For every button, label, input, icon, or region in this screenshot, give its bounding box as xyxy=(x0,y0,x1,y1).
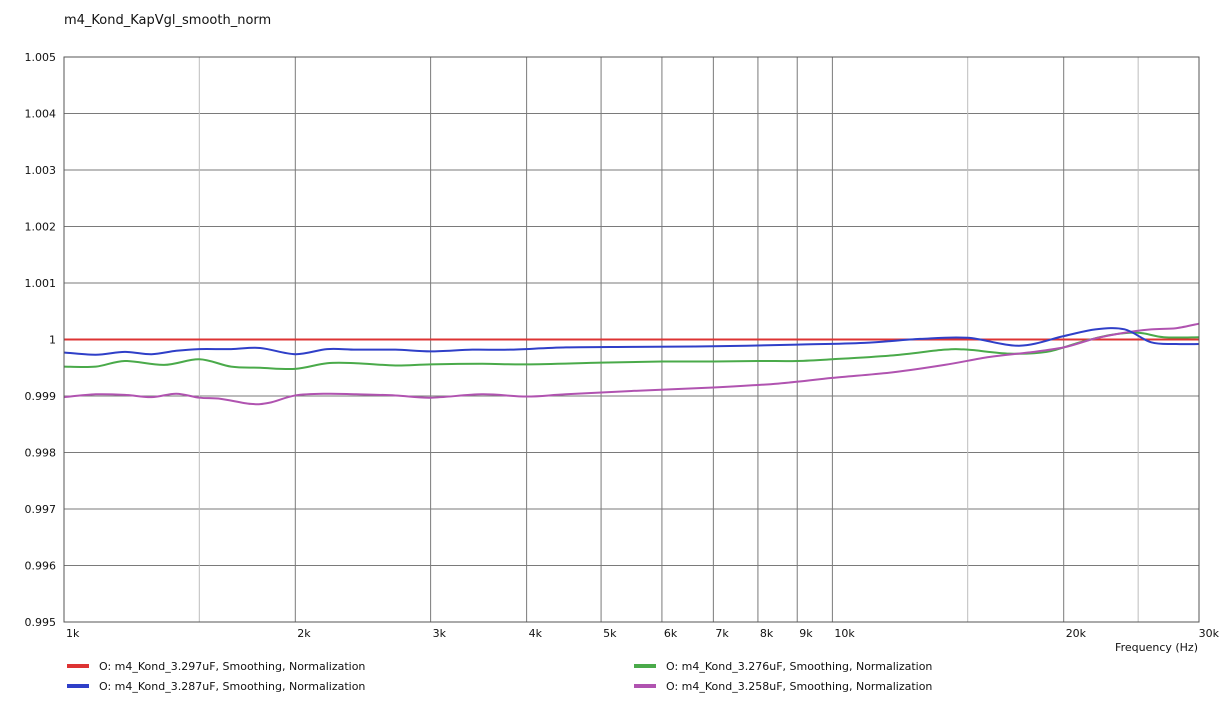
x-tick-label: 4k xyxy=(529,627,543,640)
legend-label: O: m4_Kond_3.297uF, Smoothing, Normaliza… xyxy=(99,659,366,673)
series-lines xyxy=(63,322,1200,406)
x-tick-label: 10k xyxy=(834,627,855,640)
x-tick-label: 20k xyxy=(1066,627,1087,640)
series-line-3 xyxy=(63,322,1200,406)
y-tick-label: 0.997 xyxy=(25,503,57,516)
legend-item: O: m4_Kond_3.258uF, Smoothing, Normaliza… xyxy=(634,678,932,694)
axis-labels: 0.995 0.996 0.997 0.998 0.999 1 1.001 1.002 1.00… xyxy=(25,51,1220,654)
y-tick-label: 0.995 xyxy=(25,616,57,629)
y-tick-label: 0.996 xyxy=(25,560,57,573)
chart-title: m4_Kond_KapVgl_smooth_norm xyxy=(64,13,272,28)
x-tick-label: 9k xyxy=(799,627,813,640)
legend-swatch xyxy=(67,684,89,688)
legend-label: O: m4_Kond_3.287uF, Smoothing, Normaliza… xyxy=(99,679,366,693)
series-line-1 xyxy=(63,327,1200,356)
y-tick-label: 1.002 xyxy=(25,221,57,234)
x-tick-label: 8k xyxy=(760,627,774,640)
y-tick-label: 1 xyxy=(49,334,56,347)
legend-swatch xyxy=(634,684,656,688)
y-tick-label: 1.003 xyxy=(25,164,57,177)
y-tick-label: 0.998 xyxy=(25,447,57,460)
y-tick-label: 1.001 xyxy=(25,277,57,290)
x-tick-label: 5k xyxy=(603,627,617,640)
x-tick-label: 7k xyxy=(715,627,729,640)
legend-item: O: m4_Kond_3.297uF, Smoothing, Normaliza… xyxy=(67,658,365,674)
x-tick-label: 6k xyxy=(664,627,678,640)
y-tick-label: 1.005 xyxy=(25,51,57,64)
legend-swatch xyxy=(67,664,89,668)
x-tick-label: 1k xyxy=(66,627,80,640)
x-tick-label: 30k xyxy=(1199,627,1220,640)
x-axis-label: Frequency (Hz) xyxy=(1115,641,1198,654)
legend-label: O: m4_Kond_3.276uF, Smoothing, Normaliza… xyxy=(666,659,933,673)
legend-item: O: m4_Kond_3.287uF, Smoothing, Normaliza… xyxy=(67,678,365,694)
y-tick-label: 0.999 xyxy=(25,390,57,403)
x-tick-label: 2k xyxy=(297,627,311,640)
legend-swatch xyxy=(634,664,656,668)
series-line-2 xyxy=(63,331,1200,371)
legend-label: O: m4_Kond_3.258uF, Smoothing, Normaliza… xyxy=(666,679,933,693)
y-tick-label: 1.004 xyxy=(25,108,57,121)
plot-frame xyxy=(63,56,1200,623)
legend-item: O: m4_Kond_3.276uF, Smoothing, Normaliza… xyxy=(634,658,932,674)
x-tick-label: 3k xyxy=(433,627,447,640)
